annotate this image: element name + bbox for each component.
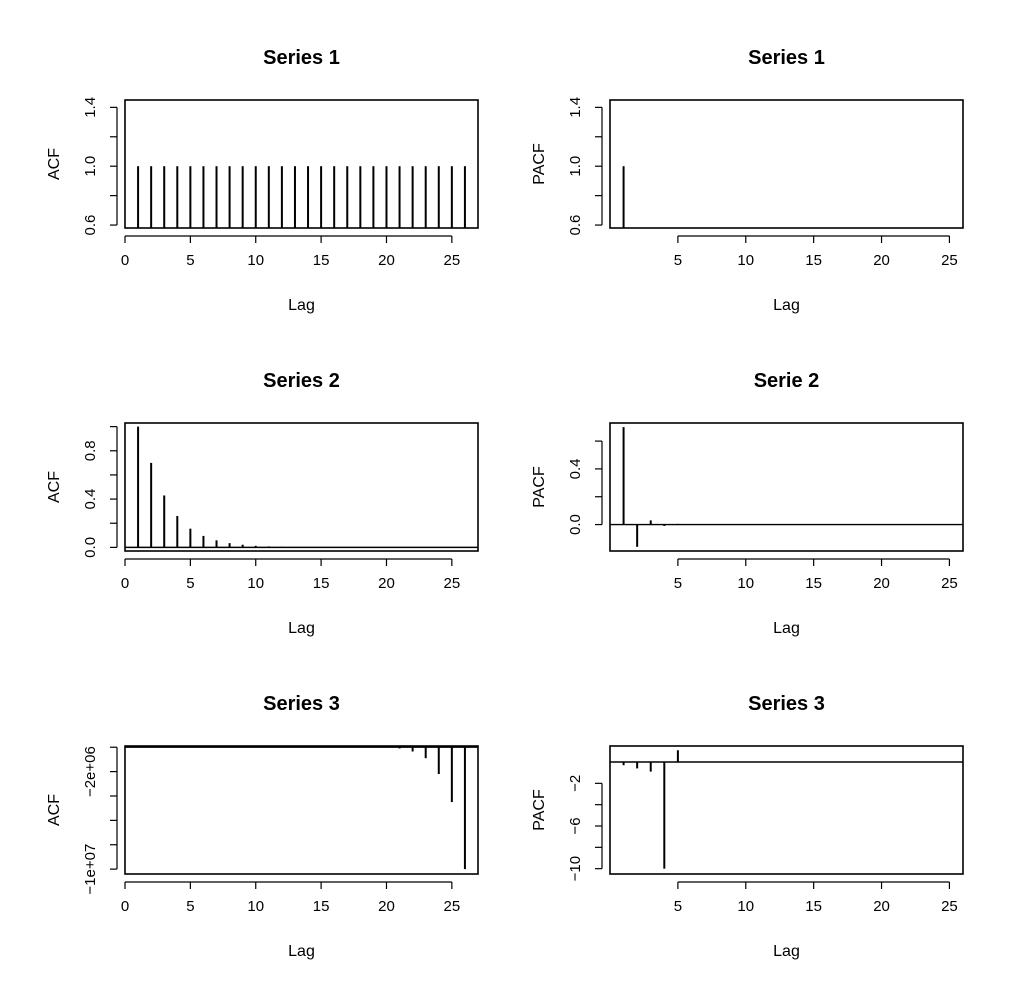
x-tick-label: 15: [805, 575, 822, 592]
x-tick-label: 15: [805, 898, 822, 915]
x-tick-label: 0: [121, 898, 129, 915]
plot-title: Series 3: [263, 693, 340, 715]
x-tick-label: 10: [247, 898, 264, 915]
y-axis-label: PACF: [531, 466, 548, 508]
y-tick-label: 1.0: [567, 156, 584, 177]
y-tick-label: 0.6: [82, 215, 99, 236]
x-tick-label: 25: [941, 252, 958, 269]
plot-panel-1: Series 1 0 5 10 15 20 25 Lag 0.6 1.0 1.4 ACF: [46, 47, 479, 314]
plot-frame: [124, 99, 479, 229]
x-tick-label: 25: [941, 898, 958, 915]
y-tick-label: −6: [567, 817, 584, 834]
y-tick-label: 1.4: [567, 97, 584, 118]
x-tick-label: 15: [313, 575, 330, 592]
y-tick-label: 1.0: [82, 156, 99, 177]
plot-panel-3: Series 2 0 5 10 15 20 25 Lag 0.0 0.4 0.8 ACF: [46, 370, 479, 637]
plot-panel-2: Series 1 5 10 15 20 25 Lag 0.6 1.0 1.4 PACF: [531, 47, 964, 314]
y-tick-label: 1.4: [82, 97, 99, 118]
plot-panel-4: Serie 2 5 10 15 20 25 Lag 0.0 0.4 PACF: [531, 370, 964, 637]
x-tick-label: 10: [247, 575, 264, 592]
y-tick-label: 0.8: [82, 440, 99, 461]
x-axis-label: Lag: [773, 297, 800, 314]
y-axis-label: ACF: [46, 794, 63, 826]
x-tick-label: 0: [121, 575, 129, 592]
plot-title: Series 3: [748, 693, 825, 715]
x-tick-label: 15: [805, 252, 822, 269]
y-axis-label: PACF: [531, 143, 548, 185]
y-tick-label: 0.4: [567, 458, 584, 479]
y-axis-label: ACF: [46, 471, 63, 503]
x-axis-label: Lag: [773, 620, 800, 637]
plot-panel-6: Series 3 5 10 15 20 25 Lag −10 −6 −2 PACF: [531, 693, 964, 960]
y-tick-label: 0.0: [82, 537, 99, 558]
plot-frame: [124, 422, 479, 552]
x-tick-label: 5: [674, 575, 682, 592]
x-tick-label: 25: [444, 898, 461, 915]
y-tick-label: 0.6: [567, 215, 584, 236]
x-tick-label: 15: [313, 252, 330, 269]
x-tick-label: 20: [873, 575, 890, 592]
plot-frame: [609, 422, 964, 552]
y-tick-label: −2e+06: [82, 746, 99, 797]
y-tick-label: −2: [567, 775, 584, 792]
x-tick-label: 25: [941, 575, 958, 592]
x-tick-label: 20: [378, 252, 395, 269]
x-tick-label: 20: [378, 898, 395, 915]
x-tick-label: 20: [378, 575, 395, 592]
x-tick-label: 5: [674, 252, 682, 269]
x-tick-label: 20: [873, 898, 890, 915]
x-tick-label: 10: [737, 575, 754, 592]
plot-frame: [609, 745, 964, 875]
y-tick-label: 0.0: [567, 514, 584, 535]
y-tick-label: −1e+07: [82, 844, 99, 895]
x-tick-label: 5: [186, 898, 194, 915]
x-tick-label: 5: [186, 252, 194, 269]
x-tick-label: 10: [737, 898, 754, 915]
x-axis-label: Lag: [288, 297, 315, 314]
x-tick-label: 5: [674, 898, 682, 915]
plot-title: Series 1: [263, 47, 340, 69]
x-tick-label: 25: [444, 252, 461, 269]
x-tick-label: 5: [186, 575, 194, 592]
y-tick-label: 0.4: [82, 489, 99, 510]
plot-frame: [124, 745, 479, 875]
x-tick-label: 20: [873, 252, 890, 269]
y-axis-label: PACF: [531, 789, 548, 831]
x-axis-label: Lag: [288, 620, 315, 637]
plot-title: Series 2: [263, 370, 340, 392]
y-axis-label: ACF: [46, 148, 63, 180]
x-tick-label: 15: [313, 898, 330, 915]
x-tick-label: 0: [121, 252, 129, 269]
x-tick-label: 25: [444, 575, 461, 592]
x-axis-label: Lag: [773, 943, 800, 960]
x-axis-label: Lag: [288, 943, 315, 960]
x-tick-label: 10: [247, 252, 264, 269]
plot-panel-5: Series 3 0 5 10 15 20 25 Lag −1e+07 −2e+06 ACF: [46, 693, 479, 960]
plot-title: Serie 2: [754, 370, 820, 392]
y-tick-label: −10: [567, 856, 584, 881]
x-tick-label: 10: [737, 252, 754, 269]
plot-title: Series 1: [748, 47, 825, 69]
plot-frame: [609, 99, 964, 229]
